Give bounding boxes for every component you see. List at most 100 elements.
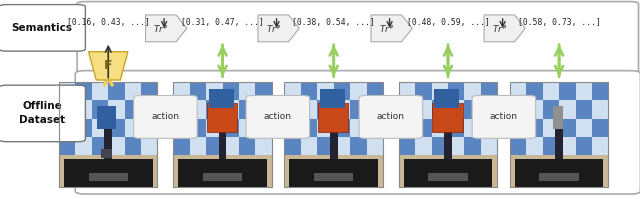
FancyBboxPatch shape <box>432 103 463 132</box>
FancyBboxPatch shape <box>108 100 125 119</box>
FancyBboxPatch shape <box>465 137 481 155</box>
Text: [0.31, 0.47, ...]: [0.31, 0.47, ...] <box>181 18 264 27</box>
FancyBboxPatch shape <box>465 100 481 119</box>
FancyBboxPatch shape <box>575 119 592 137</box>
FancyBboxPatch shape <box>301 82 317 100</box>
FancyBboxPatch shape <box>431 82 448 100</box>
FancyBboxPatch shape <box>239 82 255 100</box>
FancyBboxPatch shape <box>223 119 239 137</box>
FancyBboxPatch shape <box>415 82 431 100</box>
FancyBboxPatch shape <box>125 100 141 119</box>
FancyBboxPatch shape <box>543 100 559 119</box>
FancyBboxPatch shape <box>179 159 267 187</box>
FancyBboxPatch shape <box>189 82 206 100</box>
FancyBboxPatch shape <box>526 137 543 155</box>
FancyBboxPatch shape <box>206 137 223 155</box>
Polygon shape <box>258 15 300 42</box>
FancyBboxPatch shape <box>575 82 592 100</box>
FancyBboxPatch shape <box>141 82 157 100</box>
FancyBboxPatch shape <box>173 155 272 187</box>
FancyBboxPatch shape <box>559 119 575 137</box>
FancyBboxPatch shape <box>431 119 448 137</box>
FancyBboxPatch shape <box>367 82 383 100</box>
FancyBboxPatch shape <box>223 100 239 119</box>
FancyBboxPatch shape <box>481 119 497 137</box>
FancyBboxPatch shape <box>59 137 76 155</box>
FancyBboxPatch shape <box>97 106 116 129</box>
FancyBboxPatch shape <box>207 103 237 132</box>
Text: Offline
Dataset: Offline Dataset <box>19 101 65 125</box>
FancyBboxPatch shape <box>317 119 333 137</box>
FancyBboxPatch shape <box>399 100 415 119</box>
Text: [0.48, 0.59, ...]: [0.48, 0.59, ...] <box>406 18 490 27</box>
FancyBboxPatch shape <box>510 155 609 187</box>
FancyBboxPatch shape <box>434 89 460 108</box>
FancyBboxPatch shape <box>448 100 465 119</box>
Text: action: action <box>264 112 292 121</box>
FancyBboxPatch shape <box>481 82 497 100</box>
FancyBboxPatch shape <box>540 173 579 181</box>
FancyBboxPatch shape <box>526 100 543 119</box>
FancyBboxPatch shape <box>92 82 108 100</box>
FancyBboxPatch shape <box>448 119 465 137</box>
FancyBboxPatch shape <box>284 82 301 100</box>
FancyBboxPatch shape <box>284 137 301 155</box>
FancyBboxPatch shape <box>125 119 141 137</box>
FancyBboxPatch shape <box>317 100 333 119</box>
FancyBboxPatch shape <box>526 82 543 100</box>
FancyBboxPatch shape <box>399 137 415 155</box>
Polygon shape <box>371 15 412 42</box>
FancyBboxPatch shape <box>59 119 76 137</box>
FancyBboxPatch shape <box>399 82 415 100</box>
FancyBboxPatch shape <box>223 137 239 155</box>
FancyBboxPatch shape <box>320 89 345 108</box>
FancyBboxPatch shape <box>317 82 333 100</box>
FancyBboxPatch shape <box>76 71 640 194</box>
FancyBboxPatch shape <box>367 100 383 119</box>
FancyBboxPatch shape <box>301 137 317 155</box>
Text: Semantics: Semantics <box>12 23 73 33</box>
FancyBboxPatch shape <box>481 137 497 155</box>
FancyBboxPatch shape <box>350 100 367 119</box>
Text: [0.58, 0.73, ...]: [0.58, 0.73, ...] <box>518 18 600 27</box>
FancyBboxPatch shape <box>359 96 422 138</box>
FancyBboxPatch shape <box>559 82 575 100</box>
FancyBboxPatch shape <box>367 119 383 137</box>
FancyBboxPatch shape <box>108 137 125 155</box>
Text: $Tr^\varphi$: $Tr^\varphi$ <box>154 23 169 34</box>
FancyBboxPatch shape <box>219 113 227 159</box>
FancyBboxPatch shape <box>92 119 108 137</box>
FancyBboxPatch shape <box>0 85 85 142</box>
FancyBboxPatch shape <box>318 103 348 132</box>
FancyBboxPatch shape <box>92 100 108 119</box>
FancyBboxPatch shape <box>189 119 206 137</box>
Text: $Tr^\varphi$: $Tr^\varphi$ <box>492 23 508 34</box>
FancyBboxPatch shape <box>575 137 592 155</box>
FancyBboxPatch shape <box>173 137 189 155</box>
FancyBboxPatch shape <box>556 113 563 159</box>
FancyBboxPatch shape <box>203 173 243 181</box>
FancyBboxPatch shape <box>559 137 575 155</box>
FancyBboxPatch shape <box>444 113 452 159</box>
Text: $Tr^\varphi$: $Tr^\varphi$ <box>379 23 395 34</box>
FancyBboxPatch shape <box>125 82 141 100</box>
FancyBboxPatch shape <box>465 119 481 137</box>
Polygon shape <box>88 52 128 80</box>
Text: [0.38, 0.54, ...]: [0.38, 0.54, ...] <box>292 18 375 27</box>
FancyBboxPatch shape <box>64 159 152 187</box>
Text: F: F <box>104 59 113 72</box>
FancyBboxPatch shape <box>431 100 448 119</box>
Polygon shape <box>145 15 187 42</box>
FancyBboxPatch shape <box>543 119 559 137</box>
FancyBboxPatch shape <box>239 100 255 119</box>
FancyBboxPatch shape <box>481 100 497 119</box>
FancyBboxPatch shape <box>472 96 536 138</box>
FancyBboxPatch shape <box>510 119 526 137</box>
FancyBboxPatch shape <box>76 82 92 100</box>
FancyBboxPatch shape <box>92 137 108 155</box>
FancyBboxPatch shape <box>255 82 272 100</box>
FancyBboxPatch shape <box>108 119 125 137</box>
Text: $Tr^\varphi$: $Tr^\varphi$ <box>266 23 282 34</box>
FancyBboxPatch shape <box>246 96 310 138</box>
FancyBboxPatch shape <box>543 137 559 155</box>
